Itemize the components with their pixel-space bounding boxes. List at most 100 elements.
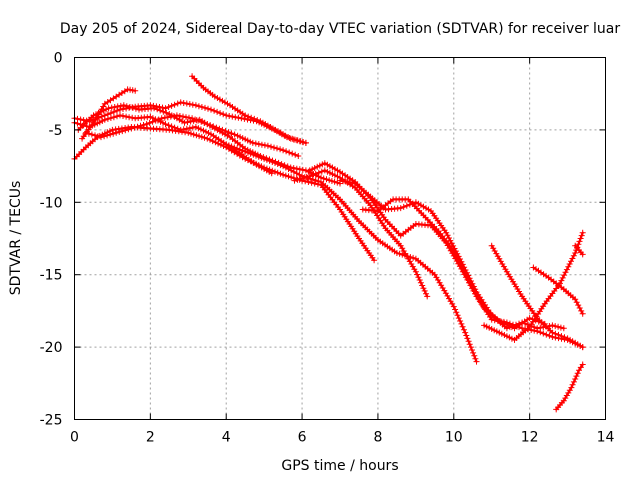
- data-point: [77, 116, 84, 123]
- data-point: [498, 330, 505, 337]
- data-point: [400, 203, 407, 210]
- data-point: [349, 179, 356, 186]
- data-point: [526, 315, 533, 322]
- data-point: [285, 166, 292, 172]
- data-point: [244, 149, 251, 156]
- data-point: [266, 157, 273, 164]
- data-point: [226, 113, 233, 119]
- data-point: [570, 252, 577, 259]
- data-point: [491, 327, 498, 334]
- data-point: [271, 144, 277, 151]
- data-point: [212, 139, 219, 146]
- data-point: [107, 110, 114, 117]
- data-point: [216, 125, 223, 132]
- data-point: [225, 129, 232, 136]
- data-point: [147, 102, 154, 109]
- data-point: [171, 124, 178, 131]
- data-point: [371, 257, 378, 264]
- data-point: [86, 118, 93, 125]
- series-track-12: [359, 196, 548, 332]
- data-point: [261, 166, 268, 172]
- data-point: [424, 293, 431, 300]
- data-point: [326, 177, 333, 184]
- data-point: [280, 171, 287, 178]
- data-point: [471, 352, 478, 359]
- data-point: [101, 133, 108, 140]
- data-point: [134, 123, 141, 130]
- data-point: [302, 139, 309, 146]
- data-point: [189, 115, 196, 122]
- data-point: [110, 130, 117, 137]
- data-point: [446, 235, 452, 241]
- data-point: [114, 113, 120, 120]
- series-track-4: [79, 86, 139, 142]
- data-point: [549, 329, 556, 336]
- x-axis-label: GPS time / hours: [281, 458, 398, 474]
- data-point: [168, 102, 175, 109]
- data-point: [237, 133, 244, 140]
- data-point: [125, 126, 132, 133]
- data-point: [287, 135, 294, 142]
- data-point: [568, 384, 575, 391]
- data-point: [315, 178, 322, 185]
- data-point: [85, 130, 92, 137]
- data-point: [563, 266, 570, 273]
- data-point: [146, 119, 153, 126]
- data-point: [231, 144, 238, 151]
- y-tick-label: -5: [49, 123, 63, 139]
- data-point: [156, 104, 163, 110]
- data-point: [204, 121, 211, 128]
- data-point: [228, 130, 235, 137]
- data-point: [454, 256, 461, 263]
- data-point: [116, 128, 123, 135]
- data-point: [555, 323, 562, 330]
- data-point: [193, 132, 200, 139]
- data-point: [555, 331, 562, 338]
- data-point: [282, 132, 289, 139]
- data-point: [328, 178, 335, 184]
- data-point: [462, 329, 469, 336]
- data-point: [181, 119, 188, 126]
- data-point: [321, 167, 328, 174]
- data-point: [456, 259, 463, 266]
- data-point: [160, 108, 167, 115]
- data-point: [561, 272, 568, 279]
- data-point: [410, 254, 417, 261]
- data-point: [111, 104, 118, 110]
- data-point: [331, 178, 338, 185]
- data-point: [346, 179, 353, 186]
- data-point: [467, 344, 474, 351]
- series-track-5: [82, 112, 302, 159]
- data-point: [258, 154, 265, 161]
- data-point: [578, 232, 585, 239]
- data-point: [170, 113, 177, 119]
- series-track-17: [572, 242, 586, 258]
- y-tick-label: -20: [40, 340, 63, 356]
- data-point: [457, 261, 464, 268]
- data-point: [242, 148, 249, 155]
- data-point: [579, 344, 586, 351]
- data-point: [572, 250, 579, 256]
- data-point: [180, 126, 187, 133]
- data-point: [229, 113, 236, 120]
- data-point: [88, 131, 95, 138]
- data-point: [403, 202, 410, 209]
- data-point: [457, 318, 464, 324]
- data-point: [459, 264, 466, 271]
- data-point: [205, 105, 211, 112]
- data-point: [128, 125, 135, 132]
- data-point: [303, 174, 310, 181]
- data-point: [416, 277, 423, 283]
- data-point: [269, 159, 276, 165]
- series-track-14: [481, 229, 586, 343]
- data-point: [214, 108, 221, 115]
- data-point: [570, 378, 577, 385]
- data-point: [417, 279, 424, 286]
- data-point: [208, 106, 214, 113]
- data-point: [472, 355, 479, 362]
- data-point: [277, 146, 284, 153]
- data-point: [289, 150, 296, 157]
- data-point: [235, 114, 242, 121]
- data-point: [558, 277, 565, 284]
- data-point: [242, 112, 249, 119]
